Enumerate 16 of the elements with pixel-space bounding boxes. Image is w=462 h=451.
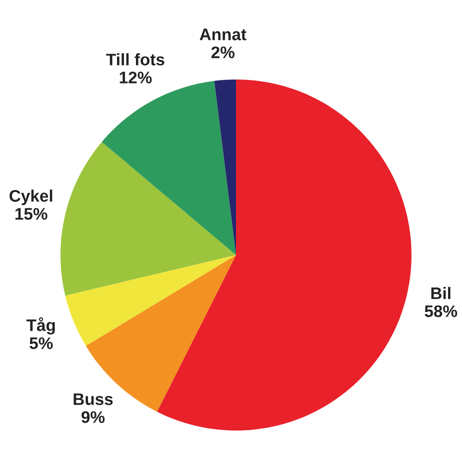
slice-label: Till fots (106, 53, 164, 66)
slice-label: Tåg (26, 317, 55, 334)
data-label: 2% (211, 46, 235, 58)
pie-slice (60, 142, 236, 296)
data-label: 5% (30, 337, 53, 350)
data-label: 15% (15, 208, 48, 220)
slice-label: Buss (74, 393, 113, 406)
data-label: 9% (82, 411, 105, 424)
slice-label: Cykel (10, 190, 52, 206)
slice-label: Annat (200, 28, 246, 40)
pie-slice (214, 80, 236, 255)
slice-label: Bil (431, 286, 450, 300)
pie-slice (157, 80, 412, 430)
data-label: 12% (120, 72, 152, 84)
data-label: 58% (424, 305, 458, 318)
pie-slice (65, 255, 236, 346)
